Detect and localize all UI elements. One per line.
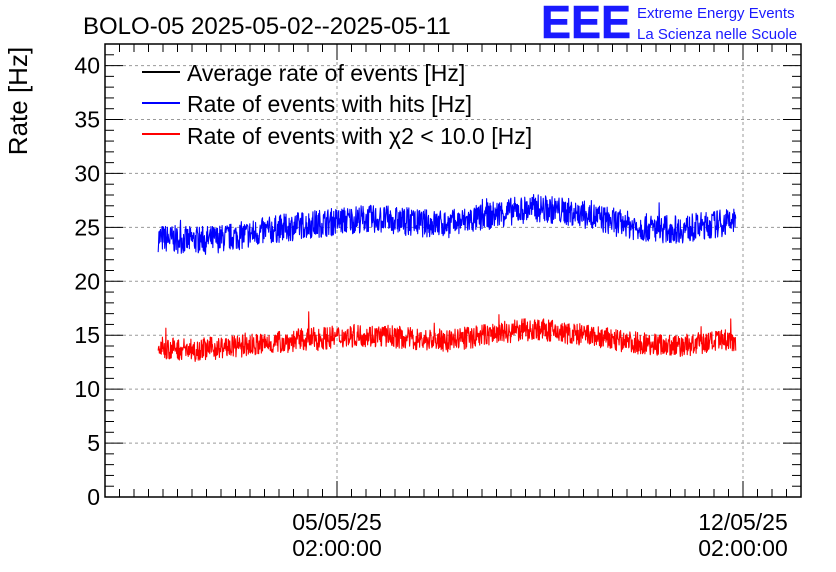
y-tick-label: 25 — [74, 214, 100, 240]
y-tick-labels: 0 5 10 15 20 25 30 35 40 — [74, 53, 100, 510]
axis-ticks — [104, 43, 802, 498]
logo-line-2: La Scienza nelle Scuole — [637, 26, 797, 43]
x-tick-label-time: 02:00:00 — [292, 535, 382, 561]
series-line-2 — [157, 311, 737, 362]
x-tick-label-date: 12/05/25 — [698, 509, 788, 535]
y-tick-label: 35 — [74, 107, 100, 133]
series-line-1 — [157, 194, 737, 255]
logo-wordmark: EEE — [541, 0, 631, 48]
y-tick-label: 40 — [74, 53, 100, 79]
y-tick-label: 0 — [87, 484, 100, 510]
legend: Average rate of events [Hz] Rate of even… — [142, 60, 532, 149]
legend-label-average: Average rate of events [Hz] — [187, 60, 465, 86]
legend-label-hits: Rate of events with hits [Hz] — [187, 91, 472, 117]
eee-logo: EEE Extreme Energy Events La Scienza nel… — [541, 0, 797, 48]
series-layer — [157, 194, 737, 362]
legend-label-chi2: Rate of events with χ2 < 10.0 [Hz] — [187, 123, 532, 149]
y-tick-label: 10 — [74, 376, 100, 402]
y-tick-label: 15 — [74, 322, 100, 348]
y-tick-label: 5 — [87, 430, 100, 456]
x-tick-label-time: 02:00:00 — [698, 535, 788, 561]
x-tick-label-date: 05/05/25 — [292, 509, 382, 535]
logo-line-1: Extreme Energy Events — [637, 5, 795, 22]
y-tick-label: 30 — [74, 160, 100, 186]
y-axis-label: Rate [Hz] — [3, 47, 33, 155]
y-tick-label: 20 — [74, 268, 100, 294]
chart-title: BOLO-05 2025-05-02--2025-05-11 — [83, 13, 451, 40]
